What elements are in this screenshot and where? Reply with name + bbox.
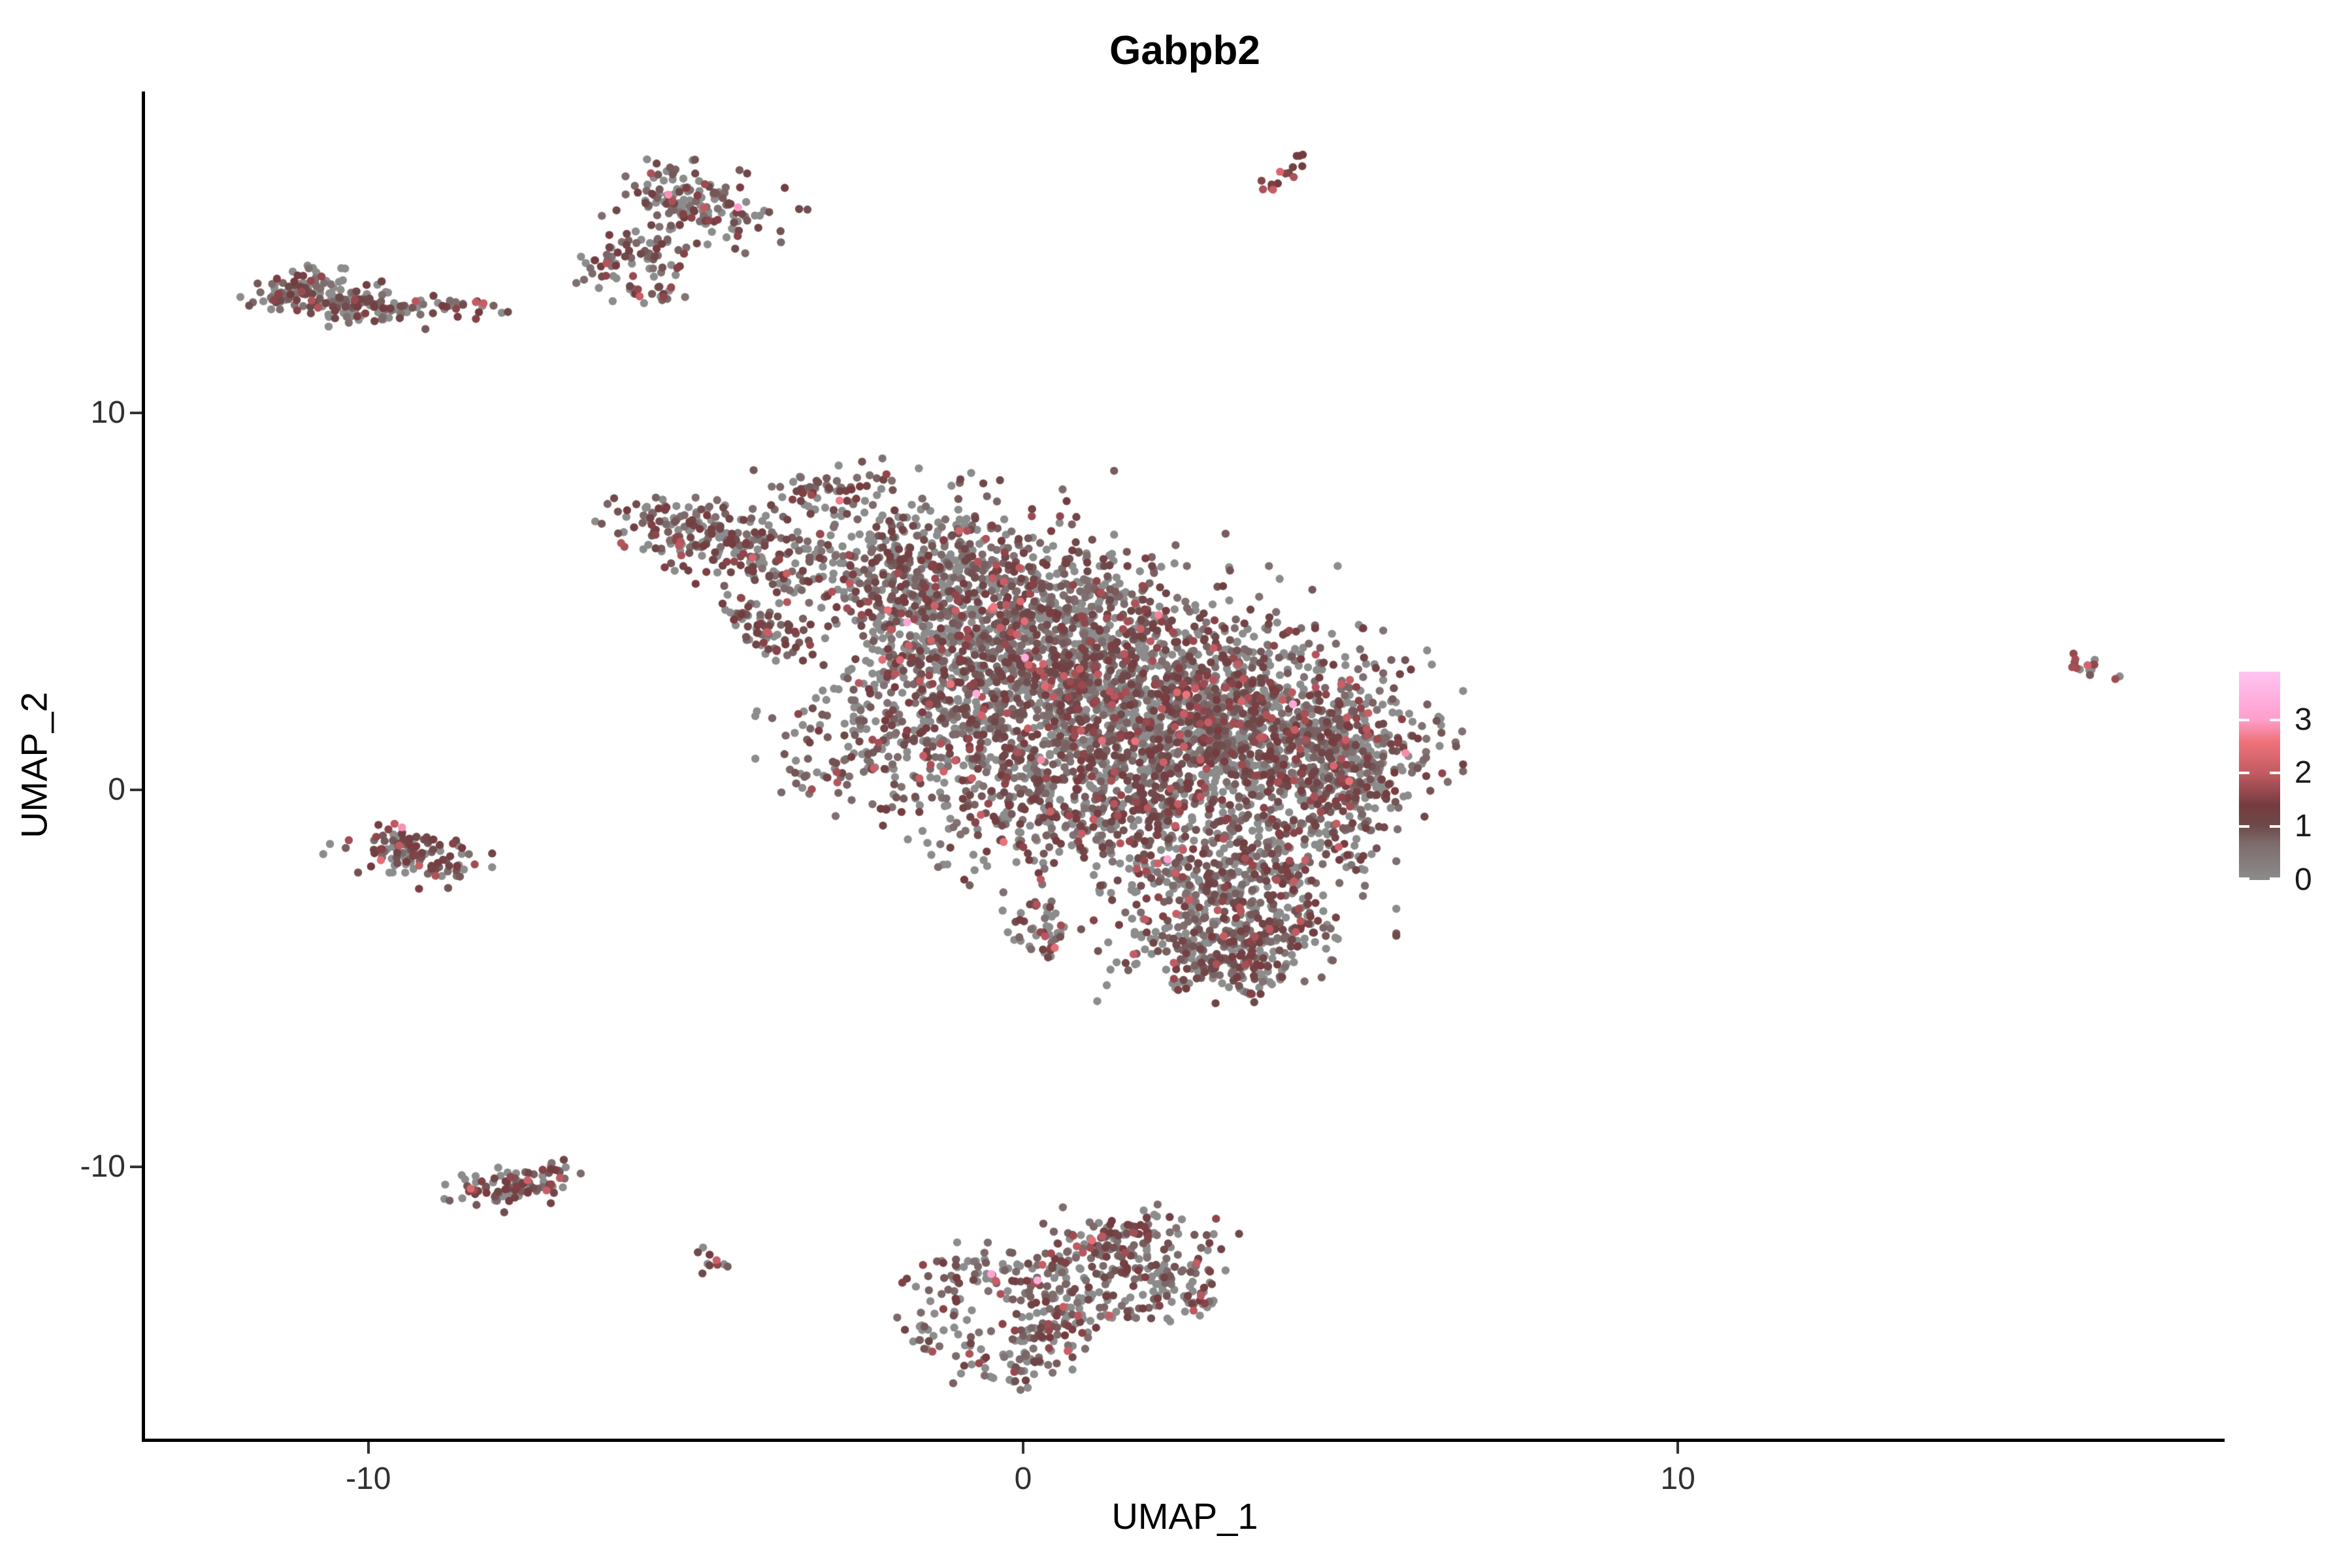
y-tick-mark bbox=[130, 789, 142, 792]
y-tick-mark bbox=[130, 1166, 142, 1169]
colorbar-tick-mark bbox=[2239, 825, 2249, 828]
y-axis-line bbox=[142, 91, 145, 1442]
colorbar-tick-mark bbox=[2270, 718, 2280, 721]
colorbar-tick-label: 0 bbox=[2295, 862, 2312, 897]
x-tick-label: -10 bbox=[346, 1462, 391, 1496]
x-tick-label: 0 bbox=[1014, 1462, 1032, 1496]
colorbar-tick-label: 2 bbox=[2295, 755, 2312, 791]
plot-title: Gabpb2 bbox=[1109, 28, 1260, 73]
y-tick-label: -10 bbox=[80, 1149, 125, 1184]
colorbar-tick-mark bbox=[2270, 877, 2280, 880]
colorbar-tick-mark bbox=[2239, 877, 2249, 880]
colorbar-tick-mark bbox=[2270, 825, 2280, 828]
x-tick-mark bbox=[1676, 1442, 1680, 1454]
x-tick-label: 10 bbox=[1660, 1462, 1695, 1496]
colorbar-tick-mark bbox=[2239, 718, 2249, 721]
colorbar-tick-mark bbox=[2270, 772, 2280, 775]
x-tick-mark bbox=[1021, 1442, 1024, 1454]
y-tick-mark bbox=[130, 412, 142, 415]
x-axis-line bbox=[142, 1439, 2225, 1442]
colorbar-tick-mark bbox=[2239, 772, 2249, 775]
y-axis-title: UMAP_2 bbox=[13, 691, 55, 839]
x-axis-title: UMAP_1 bbox=[1111, 1495, 1258, 1537]
colorbar-tick-label: 3 bbox=[2295, 702, 2312, 737]
x-tick-mark bbox=[367, 1442, 370, 1454]
y-tick-label: 0 bbox=[108, 772, 125, 808]
colorbar-tick-label: 1 bbox=[2295, 809, 2312, 844]
y-tick-label: 10 bbox=[90, 395, 125, 431]
expression-colorbar bbox=[2239, 672, 2280, 880]
